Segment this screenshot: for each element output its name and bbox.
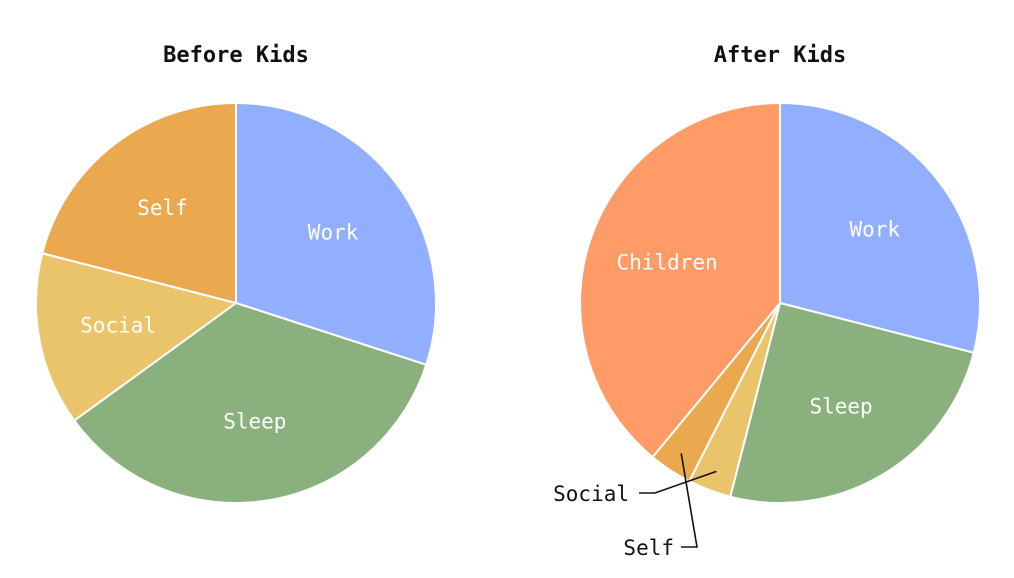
before-kids-slice-work [235, 102, 437, 366]
before-kids-label-work: Work [308, 221, 359, 245]
before-kids-slice-sleep [73, 302, 428, 504]
before-kids-pie: Before Kids Work Sleep Social Self [35, 43, 437, 504]
after-kids-slice-sleep [729, 302, 975, 504]
after-kids-slice-children [579, 102, 781, 459]
after-kids-label-children: Children [617, 250, 718, 274]
after-kids-label-social: Social [553, 482, 629, 506]
before-kids-label-social: Social [80, 314, 156, 338]
after-kids-callout-line-self [680, 453, 698, 548]
before-kids-label-self: Self [137, 196, 188, 220]
after-kids-pie: After Kids Work Sleep Social Self Children [553, 43, 981, 560]
after-kids-label-self: Self [623, 536, 674, 560]
after-kids-title: After Kids [714, 43, 846, 68]
after-kids-label-work: Work [850, 218, 901, 242]
after-kids-callout-line-social [639, 470, 717, 494]
before-kids-label-sleep: Sleep [223, 410, 286, 434]
before-kids-title: Before Kids [163, 43, 309, 68]
after-kids-label-sleep: Sleep [809, 394, 872, 418]
before-kids-slice-social [35, 252, 237, 422]
after-kids-slice-work [779, 102, 981, 354]
before-kids-slice-self [41, 102, 237, 304]
